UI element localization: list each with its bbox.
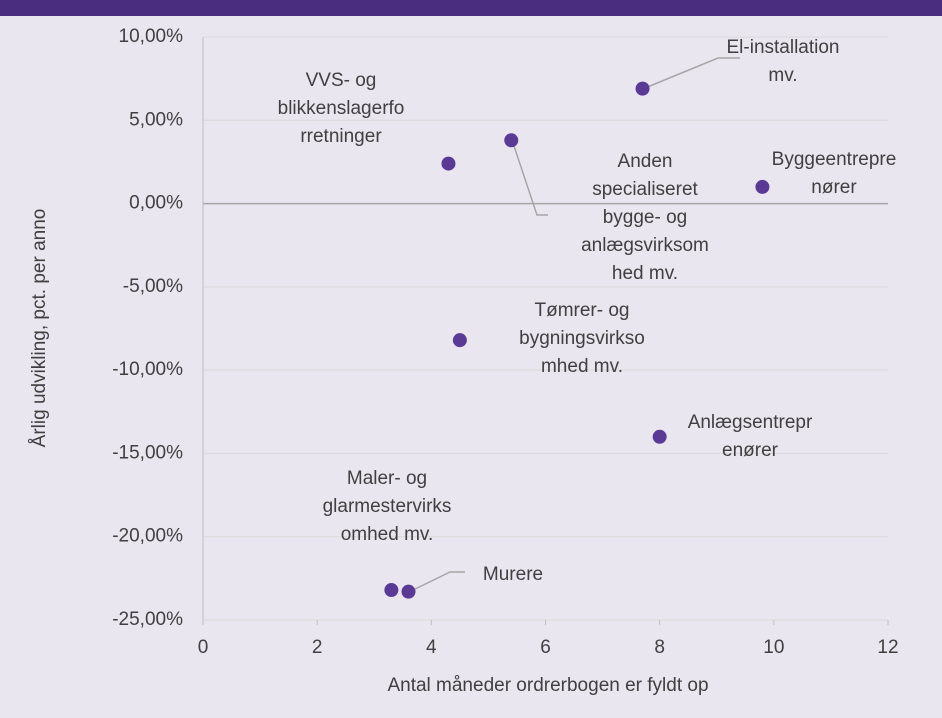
leader-line (644, 57, 740, 89)
point-label: Tømrer- og (535, 300, 630, 321)
point-label: Anden (618, 151, 673, 172)
x-tick-label: 8 (654, 637, 665, 658)
point-label: mv. (768, 65, 797, 86)
x-tick-label: 2 (312, 637, 323, 658)
y-tick-label: -25,00% (112, 609, 183, 630)
point-label: anlægsvirksom (581, 235, 709, 256)
y-tick-label: 5,00% (129, 109, 183, 130)
point-label: rretninger (300, 126, 382, 147)
x-tick-label: 4 (426, 637, 437, 658)
point (401, 584, 416, 599)
point (441, 156, 456, 171)
header-band (0, 0, 942, 16)
point (755, 179, 770, 194)
x-tick-label: 0 (198, 637, 209, 658)
y-tick-label: -10,00% (112, 359, 183, 380)
leader-line (511, 139, 548, 216)
point (504, 133, 519, 148)
point (635, 81, 650, 96)
point-label: glarmestervirks (323, 496, 452, 517)
point (652, 429, 667, 444)
point-label: omhed mv. (341, 524, 434, 545)
point-label: El-installation (727, 37, 840, 58)
y-tick-label: -15,00% (112, 442, 183, 463)
leader-line (408, 571, 465, 593)
point-label: specialiseret (592, 179, 698, 200)
x-axis-label: Antal måneder ordrerbogen er fyldt op (387, 675, 708, 696)
y-tick-label: 0,00% (129, 193, 183, 214)
point-label: Anlægsentrepr (688, 412, 813, 433)
x-tick-label: 12 (877, 637, 898, 658)
point-label: bygge- og (603, 207, 688, 228)
point-label: blikkenslagerfo (278, 98, 405, 119)
y-axis-label: Årlig udvikling, pct. per anno (29, 209, 50, 448)
x-tick-label: 10 (763, 637, 784, 658)
y-tick-label: -5,00% (123, 276, 183, 297)
point (452, 333, 467, 348)
point-label: Byggeentrepre (772, 149, 897, 170)
y-tick-label: 10,00% (119, 26, 184, 47)
point-label: Maler- og (347, 468, 427, 489)
point-label: VVS- og (306, 70, 377, 91)
y-tick-label: -20,00% (112, 526, 183, 547)
x-tick-label: 6 (540, 637, 551, 658)
point-label: bygningsvirkso (519, 328, 645, 349)
point-label: hed mv. (612, 263, 678, 284)
point-label: mhed mv. (541, 356, 623, 377)
point-label: Murere (483, 564, 543, 585)
point-label: enører (722, 440, 779, 461)
point-label: nører (811, 177, 857, 198)
point (384, 583, 399, 598)
